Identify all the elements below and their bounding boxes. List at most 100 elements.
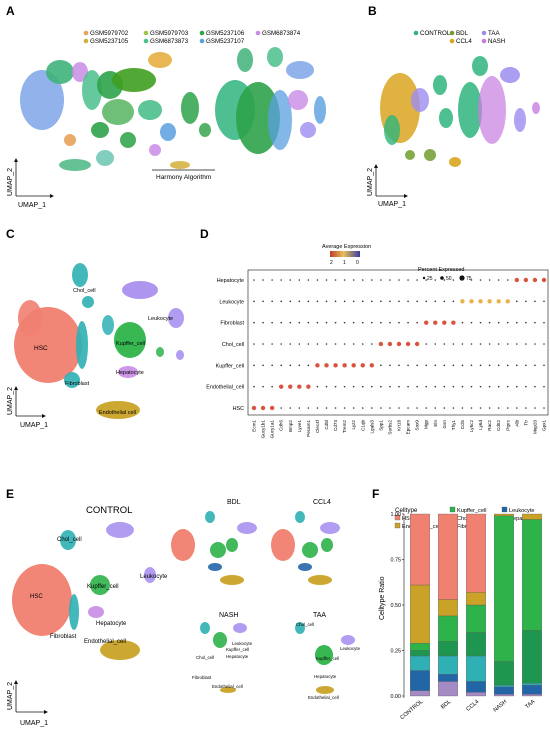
dotplot-gene-label: Gucy1b1 [261,420,266,439]
dotplot-dot [325,407,328,409]
dotplot-dot [497,321,500,324]
dotplot-dot [497,364,500,367]
dotplot-dot [298,343,301,345]
dotplot-gene-label: Lyz2 [351,420,356,430]
dotplot-gene-label: Clec4f [315,419,320,433]
dotplot-dot [525,321,527,324]
dotplot-dot [387,341,393,347]
dotplot-dot [425,364,427,367]
bar-segment [438,655,458,675]
dotplot-dot [369,363,375,368]
taa-label-endo: Endothelial_cell [308,695,339,700]
legend-a-label: GSM6873874 [262,30,301,37]
panel-b-legend: CONTROL BDL TAA CCL4 NASH [413,30,505,45]
expr-tick-0: 0 [356,260,359,266]
legend-a-label: GSM5237106 [206,30,245,37]
dotplot-dot [416,279,418,281]
dotplot-dot [352,300,355,303]
dotplot-dot [262,385,264,388]
y-tick-label: 0.75 [391,558,402,564]
dotplot-dot [289,321,292,324]
dotplot-dot [280,279,282,281]
dotplot-dot [371,343,373,345]
condition-title-bdl: BDL [227,499,241,506]
panel-letter-e: E [6,487,14,501]
dotplot-dot [380,407,382,409]
dotplot-dot [298,279,301,281]
dotplot-gene-label: Cd5l [324,420,329,429]
dotplot-dot [371,300,373,303]
dotplot-dot [461,343,464,345]
panel-a-umap: Harmony Algorithm UMAP_1 UMAP_2 [7,47,326,209]
dotplot-dot [534,300,536,303]
dotplot-dot [361,300,364,303]
legend-f-swatch [501,506,508,513]
dotplot-dot [451,320,456,325]
dotplot-dot [253,364,255,367]
dotplot-dot [479,385,482,388]
condition-title-nash: NASH [219,612,238,619]
dotplot-dot [289,300,292,303]
panel-f-stacked-bar-chart: 0.00 0.25 0.50 0.75 1.00 CONTROL BDL CCL4 NASH TA… [391,512,542,721]
dotplot-dot [469,299,474,304]
dotplot-dot [389,321,391,324]
dotplot-dot [497,385,500,388]
panel-a-xlabel: UMAP_1 [18,202,46,209]
dotplot-gene-label: Ly6d [478,420,483,430]
nash-label-endo: Endothelial_cell [212,684,243,689]
dotplot-gene-label: Mgp [424,420,429,429]
legend-f-label: Leukocyte [509,508,535,514]
bar-segment [438,599,458,617]
dotplot-dot [516,300,518,303]
x-tick-label: CCL4 [465,699,480,713]
dotplot-dot [460,299,465,304]
dotplot-dot [262,300,264,303]
dotplot-dot [289,407,292,409]
dotplot-dot [534,343,536,345]
bar-segment [410,584,430,644]
dotplot-dot [316,343,319,345]
legend-b-swatch [449,30,455,36]
dotplot-dot [505,299,510,304]
control-label-chol: Chol_cell [57,537,82,543]
dotplot-dot [416,407,418,409]
dotplot-dot [361,407,364,409]
bar-segment [438,615,458,642]
dotplot-dot [334,321,337,324]
dotplot-dot [479,407,482,409]
dotplot-gene-label: Ecm1 [252,420,257,432]
dotplot-dot [389,407,391,409]
dotplot-gene-label: Krt18 [397,420,402,431]
dotplot-dot [407,279,409,281]
dotplot-dot [497,407,500,409]
dotplot-dot [541,277,547,283]
panel-b-xlabel: UMAP_1 [378,201,406,208]
dotplot-dot [470,407,473,409]
dotplot-gene-label: Lyve1 [297,420,302,433]
dotplot-dot [488,385,491,388]
legend-a-swatch [83,38,89,44]
panel-letter-d: D [200,227,209,241]
dotplot-dot [470,343,473,345]
condition-title-ccl4: CCL4 [313,499,331,506]
legend-b-label: TAA [488,30,500,37]
bar-segment [410,650,430,657]
dotplot-dot [389,279,391,281]
dotplot-dot [525,407,527,409]
dotplot-dot [352,385,355,388]
dotplot-dot [488,321,491,324]
dotplot-dot [380,321,382,324]
dotplot-dot [316,279,319,281]
bar-segment [410,643,430,651]
panel-b-umap: UMAP_1 UMAP_2 [367,56,540,208]
dotplot-gene-label: Eln [433,420,438,427]
dotplot-dot [316,321,319,324]
bar-segment [466,692,486,697]
legend-b-label: BDL [456,30,469,37]
expr-gradient-bar [330,251,360,257]
dotplot-dot [479,279,482,281]
pct-tick-50: 50 [446,276,452,282]
dotplot-dot [506,385,509,388]
dotplot-dot [479,321,482,324]
